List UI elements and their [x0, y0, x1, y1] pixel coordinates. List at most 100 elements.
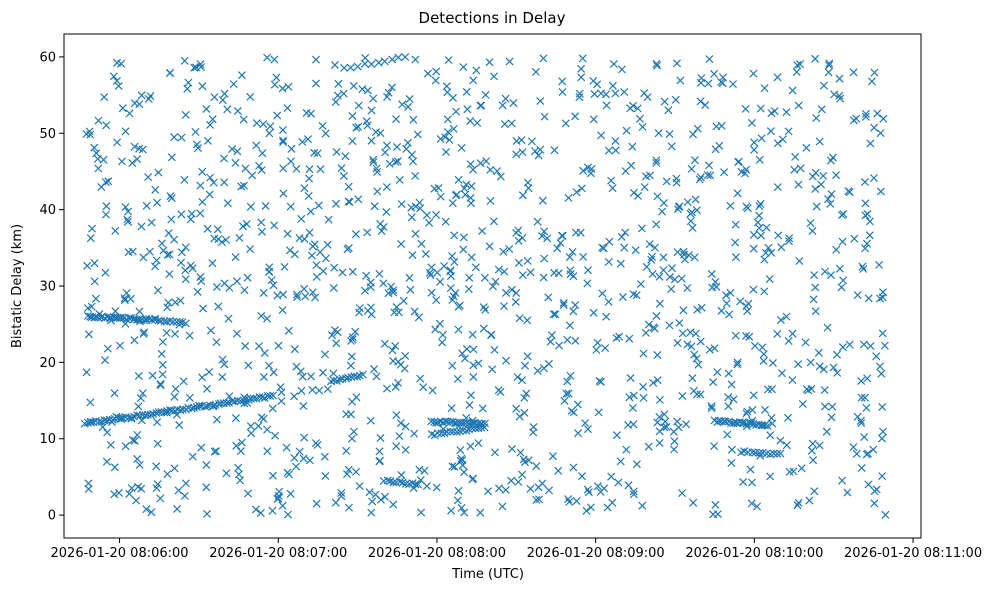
data-point [405, 273, 414, 282]
data-point [122, 288, 131, 298]
data-point [277, 388, 286, 397]
data-point [298, 372, 307, 381]
data-point [106, 316, 115, 325]
data-point [342, 410, 351, 419]
data-point [593, 482, 602, 491]
data-point [822, 427, 831, 436]
data-point [268, 471, 277, 480]
data-point [731, 253, 740, 262]
data-point [90, 143, 99, 152]
data-point [171, 298, 180, 307]
data-point [436, 277, 445, 286]
data-point [286, 157, 295, 166]
data-point [127, 484, 136, 493]
data-point [94, 116, 103, 125]
data-point [575, 89, 584, 98]
data-point [390, 308, 399, 317]
data-point [377, 226, 386, 236]
data-point [466, 193, 475, 202]
data-point [653, 418, 662, 427]
data-point [499, 302, 509, 311]
data-point [446, 272, 455, 281]
data-point [760, 405, 770, 414]
data-point [677, 274, 686, 283]
data-point [864, 294, 873, 303]
data-point [151, 314, 160, 323]
data-point [367, 136, 376, 145]
x-tick-label: 2026-01-20 08:09:00 [527, 546, 665, 561]
data-point [794, 360, 803, 369]
data-point [223, 105, 232, 114]
data-point [514, 477, 523, 486]
data-point [742, 165, 751, 174]
data-point [607, 472, 616, 481]
data-point [673, 338, 682, 348]
data-point [315, 386, 324, 395]
data-point [133, 430, 142, 439]
data-point [607, 176, 616, 185]
data-point [731, 238, 740, 247]
data-point [265, 263, 274, 272]
data-point [286, 489, 295, 498]
data-point [683, 284, 692, 293]
y-tick-label: 10 [39, 432, 56, 447]
data-point [823, 323, 832, 332]
data-point [811, 184, 820, 194]
data-point [773, 183, 782, 192]
data-point [866, 341, 875, 351]
data-point [187, 404, 196, 413]
data-point [500, 120, 509, 129]
data-point [612, 333, 621, 343]
data-point [305, 228, 314, 237]
data-point [756, 231, 766, 240]
data-point [103, 344, 112, 353]
data-point [757, 134, 766, 143]
data-point [811, 54, 820, 63]
data-point [352, 393, 361, 402]
data-point [237, 182, 246, 191]
data-point [556, 238, 565, 248]
data-point [295, 234, 304, 243]
data-point [878, 329, 887, 338]
data-point [173, 504, 182, 514]
data-point [678, 329, 687, 338]
data-point [861, 244, 870, 253]
data-point [480, 273, 489, 282]
data-point [206, 173, 215, 182]
data-point [462, 87, 471, 96]
data-point [366, 303, 376, 312]
data-point [277, 397, 286, 406]
data-point [193, 287, 202, 296]
data-point [128, 158, 137, 168]
data-point [83, 261, 92, 270]
data-point [274, 341, 283, 350]
data-point [561, 119, 570, 128]
data-point [387, 282, 396, 291]
data-point [120, 296, 129, 305]
data-point [152, 462, 161, 471]
data-point [500, 267, 509, 276]
data-point [728, 80, 738, 89]
data-point [193, 144, 203, 153]
data-point [861, 211, 870, 220]
data-point [688, 130, 698, 139]
data-point [323, 240, 332, 249]
data-point [743, 407, 752, 416]
data-point [537, 231, 547, 241]
data-point [254, 421, 263, 431]
data-point [369, 157, 378, 167]
data-point [152, 256, 161, 265]
data-point [474, 439, 483, 448]
data-point [755, 448, 764, 457]
data-point [156, 379, 165, 389]
data-point [461, 190, 470, 199]
data-point [170, 392, 179, 401]
data-point [308, 385, 317, 394]
data-point [379, 279, 388, 288]
data-point [237, 71, 246, 80]
data-point [853, 291, 862, 300]
data-point [741, 104, 750, 113]
data-point [722, 291, 731, 300]
data-point [447, 506, 456, 515]
data-point [316, 248, 325, 257]
